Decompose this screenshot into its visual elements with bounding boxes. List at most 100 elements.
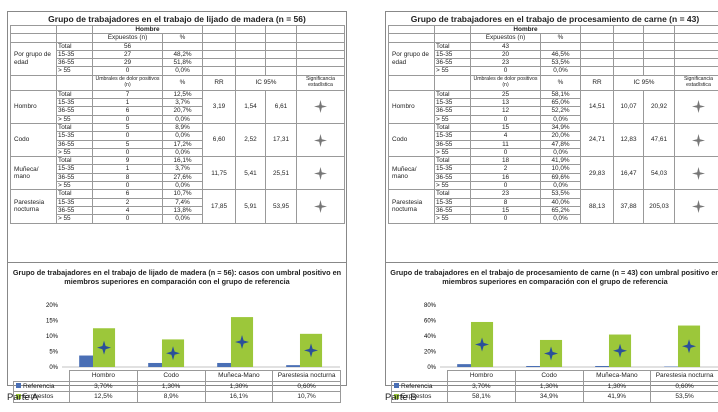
expuestos-value: 34,9% xyxy=(514,391,584,403)
rr-value: 29,83 xyxy=(580,156,614,191)
y-tick-label: 80% xyxy=(424,303,437,309)
n-cell: 23 xyxy=(470,58,541,68)
pct-cell: 0,0% xyxy=(540,66,581,76)
pct-cell: 46,5% xyxy=(540,49,581,60)
panel-part-b: Grupo de trabajadores en el trabajo de p… xyxy=(385,11,718,403)
n-cell: 25 xyxy=(470,89,541,100)
significance-cell xyxy=(674,122,718,158)
pct-cell: 10,7% xyxy=(162,189,203,199)
chart-box: Grupo de trabajadores en el trabajo de p… xyxy=(386,262,718,403)
region-label: Muñeca/ mano xyxy=(388,156,435,191)
y-tick-label: 40% xyxy=(424,334,437,340)
y-tick-label: 15% xyxy=(46,319,59,325)
table-row: 36-55 12 52,2% xyxy=(389,106,718,116)
ic-high-value: 54,03 xyxy=(643,156,675,191)
n-cell: 0 xyxy=(470,114,541,124)
table-row: Codo Total 15 34,9% 24,71 12,83 47,61 xyxy=(388,122,718,158)
n-cell: 12 xyxy=(470,106,541,116)
data-table: Hombre Expuestos (n)% Por grupo de edad Tot… xyxy=(388,24,718,224)
star-icon xyxy=(314,133,327,147)
significance-cell xyxy=(296,189,345,224)
referencia-value: 3,70% xyxy=(69,380,138,392)
significance-star-icon xyxy=(682,339,697,354)
table-row: 36-55 15 65,2% xyxy=(389,205,718,216)
region-label: Hombro xyxy=(388,89,435,124)
ic-high-value: 25,51 xyxy=(265,156,297,191)
bar-chart: 0% 5% 10% 15% 20% xyxy=(46,303,340,371)
star-icon xyxy=(692,100,705,114)
pct-cell: 3,7% xyxy=(162,164,203,174)
age-cell: > 55 xyxy=(434,66,471,76)
pct-cell: 0,0% xyxy=(540,181,581,191)
n-cell: 5 xyxy=(92,122,163,133)
significance-star-icon xyxy=(613,343,628,358)
expuestos-label: Expuestos xyxy=(401,393,432,400)
chart-box: Grupo de trabajadores en el trabajo de l… xyxy=(8,262,346,403)
age-cell: 15-35 xyxy=(56,197,93,207)
table-row: Codo Total 5 8,9% 6,60 2,52 17,31 xyxy=(10,122,345,158)
age-cell: > 55 xyxy=(434,181,471,191)
significance-star-icon xyxy=(97,340,112,355)
age-cell: > 55 xyxy=(56,147,93,158)
referencia-value: 1,30% xyxy=(204,380,274,392)
pct-cell: 51,8% xyxy=(162,58,203,68)
pct-cell: 7,4% xyxy=(162,197,203,207)
sig-header: Significancia estadística xyxy=(674,74,718,91)
age-cell: 15-35 xyxy=(434,49,471,60)
age-cell: 36-55 xyxy=(56,139,93,149)
pct-cell: 0,0% xyxy=(540,214,581,224)
n-cell: 15 xyxy=(470,122,541,133)
expuestos-label: Expuestos xyxy=(23,393,54,400)
table-row: 36-55 4 13,8% xyxy=(11,205,345,216)
age-cell: Total xyxy=(56,156,93,166)
ic-high-value: 6,61 xyxy=(265,89,297,124)
table-row: Muñeca/ mano Total 9 16,1% 11,75 5,41 25,51 xyxy=(10,156,345,191)
pct-cell: 0,0% xyxy=(162,147,203,158)
table-row: Hombro Total 7 12,5% 3,19 1,54 6,61 xyxy=(10,89,345,124)
pct-cell: 0,0% xyxy=(162,214,203,224)
expuestos-value: 8,9% xyxy=(136,391,206,403)
table-row: > 55 0 0,0% xyxy=(389,66,718,76)
age-cell: 15-35 xyxy=(56,98,93,108)
n-cell: 0 xyxy=(92,214,163,224)
pct-cell: 40,0% xyxy=(540,197,581,207)
age-cell: 15-35 xyxy=(56,164,93,174)
legend-category: Parestesia nocturna xyxy=(272,370,341,382)
expuestos-value: 12,5% xyxy=(69,391,138,403)
n-cell: 0 xyxy=(470,214,541,224)
expuestos-swatch xyxy=(16,393,21,399)
rr-value: 88,13 xyxy=(580,189,614,224)
table-row: Parestesia nocturna Total 6 10,7% 17,85 5,91 5… xyxy=(10,189,345,224)
age-cell: > 55 xyxy=(434,147,471,158)
rr-value: 17,85 xyxy=(202,189,236,224)
umbral-header: Umbrales de dolor positivos (n) xyxy=(470,74,541,91)
exp-header: Expuestos (n) xyxy=(92,33,163,43)
star-icon xyxy=(314,199,327,213)
age-cell: Total xyxy=(56,41,93,51)
table-row: 15-35 27 48,2% xyxy=(11,49,345,60)
pct-header: % xyxy=(540,33,581,43)
pct-cell xyxy=(540,41,581,51)
n-cell: 0 xyxy=(92,181,163,191)
age-cell: Total xyxy=(56,89,93,100)
expuestos-swatch xyxy=(394,393,399,399)
age-cell: Total xyxy=(434,41,471,51)
table-row: 36-55 23 53,5% xyxy=(389,58,718,68)
ic-low-value: 37,88 xyxy=(613,189,644,224)
age-cell: 36-55 xyxy=(434,139,471,149)
referencia-bar xyxy=(526,365,546,367)
pct-cell: 0,0% xyxy=(540,114,581,124)
significance-star-icon xyxy=(544,346,559,361)
y-tick-label: 20% xyxy=(46,303,59,309)
expuestos-value: 10,7% xyxy=(272,391,341,403)
n-cell: 0 xyxy=(470,147,541,158)
chart-title: Grupo de trabajadores en el trabajo de l… xyxy=(12,268,342,286)
pct-cell: 20,7% xyxy=(162,106,203,116)
rr-header: RR xyxy=(580,74,614,91)
table-row: 36-55 29 51,8% xyxy=(11,58,345,68)
age-cell: 15-35 xyxy=(56,49,93,60)
ic-high-value: 53,95 xyxy=(265,189,297,224)
significance-star-icon xyxy=(166,346,181,361)
n-cell: 29 xyxy=(92,58,163,68)
n-cell: 20 xyxy=(470,49,541,60)
